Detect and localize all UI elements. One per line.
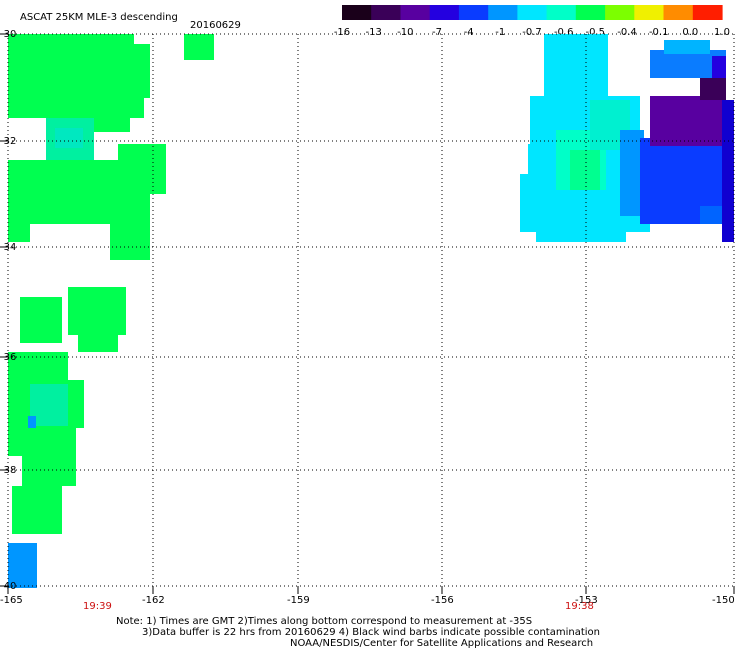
data-patch: [12, 486, 62, 534]
colorbar-swatch: [458, 5, 489, 20]
colorbar: -16 -13 -10 -7 -4 -1 -0.7 -0.6 -0.5 -0.4 -0.1 0.0 1.…: [334, 5, 730, 38]
lon-label: -156: [431, 595, 454, 606]
data-patch: [8, 44, 150, 98]
data-patch: [78, 335, 118, 352]
data-patch: [8, 160, 166, 194]
colorbar-label: -0.4: [617, 27, 637, 38]
lat-label: -30: [0, 29, 16, 40]
colorbar-swatch: [488, 5, 518, 20]
data-patch: [8, 352, 68, 380]
lat-label: -36: [0, 352, 16, 363]
data-patch: [536, 232, 626, 242]
colorbar-label: -4: [464, 27, 474, 38]
data-patch: [8, 380, 22, 406]
data-patch: [544, 34, 608, 96]
data-patch: [55, 128, 83, 148]
colorbar-label: -0.5: [586, 27, 606, 38]
colorbar-label: -10: [397, 27, 413, 38]
data-patch: [8, 543, 37, 588]
colorbar-swatch: [400, 5, 431, 20]
data-patch: [28, 416, 36, 428]
data-patch: [68, 287, 126, 335]
colorbar-label: -16: [334, 27, 350, 38]
data-patch: [20, 98, 144, 118]
graticule: [7, 33, 735, 588]
colorbar-swatch: [371, 5, 401, 20]
data-patch: [22, 428, 76, 486]
colorbar-swatch: [517, 5, 548, 20]
lat-label: -32: [0, 136, 16, 147]
data-patch: [110, 224, 150, 260]
data-patch: [650, 96, 726, 146]
data-patch: [680, 176, 722, 206]
colorbar-swatch: [663, 5, 694, 20]
colorbar-swatch: [575, 5, 606, 20]
lon-label: -159: [287, 595, 310, 606]
data-patch: [570, 150, 600, 190]
colorbar-label: -0.7: [522, 27, 542, 38]
data-patch: [722, 100, 734, 242]
data-patch: [700, 206, 722, 224]
colorbar-label: -1: [495, 27, 505, 38]
colorbar-label: 0.0: [682, 27, 698, 38]
colorbar-swatch: [634, 5, 665, 20]
colorbar-label: -13: [366, 27, 382, 38]
data-patch: [700, 78, 726, 100]
lat-label: -38: [0, 465, 16, 476]
data-patch: [8, 406, 22, 456]
data-patch: [30, 384, 68, 426]
lat-axis-labels: -30 -32 -34 -36 -38 -40: [0, 29, 16, 592]
colorbar-swatch: [605, 5, 635, 20]
footnote-line-2: 3)Data buffer is 22 hrs from 20160629 4)…: [142, 627, 600, 638]
time-label: 19:38: [565, 601, 594, 612]
axis-ticks: [0, 33, 735, 594]
time-labels: 19:39 19:38: [83, 601, 594, 612]
colorbar-label: -0.6: [554, 27, 574, 38]
wind-data-swaths: [8, 34, 734, 588]
colorbar-swatch: [692, 5, 723, 20]
data-patch: [184, 34, 214, 60]
colorbar-label: 1.0: [714, 27, 730, 38]
colorbar-swatch: [429, 5, 460, 20]
data-patch: [20, 224, 30, 242]
lon-label: -150: [712, 595, 735, 606]
data-patch: [664, 40, 710, 54]
colorbar-swatch: [546, 5, 577, 20]
time-label: 19:39: [83, 601, 112, 612]
product-date: 20160629: [190, 20, 241, 31]
lon-label: -153: [575, 595, 598, 606]
lat-label: -34: [0, 242, 16, 253]
colorbar-label: -0.1: [649, 27, 669, 38]
data-patch: [8, 34, 134, 44]
data-patch: [712, 56, 726, 78]
lon-label: -165: [0, 595, 23, 606]
product-title: ASCAT 25KM MLE-3 descending: [20, 12, 178, 23]
footnote-line-1: Note: 1) Times are GMT 2)Times along bot…: [116, 616, 533, 627]
lon-label: -162: [142, 595, 165, 606]
lat-label: -40: [0, 581, 16, 592]
data-patch: [8, 194, 150, 224]
colorbar-swatch: [342, 5, 372, 20]
footnote-line-3: NOAA/NESDIS/Center for Satellite Applica…: [290, 638, 594, 649]
colorbar-label: -7: [432, 27, 442, 38]
lon-axis-labels: -165 -162 -159 -156 -153 -150: [0, 595, 735, 606]
data-patch: [20, 297, 62, 343]
